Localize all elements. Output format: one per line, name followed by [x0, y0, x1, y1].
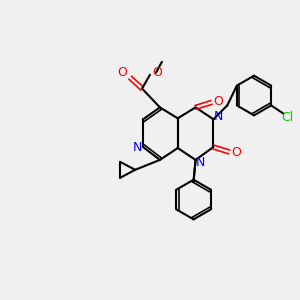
Text: N: N — [132, 140, 142, 154]
Text: O: O — [213, 95, 223, 108]
Text: N: N — [214, 110, 223, 123]
Text: Cl: Cl — [281, 111, 293, 124]
Text: O: O — [231, 146, 241, 160]
Text: O: O — [117, 66, 127, 79]
Text: O: O — [152, 66, 162, 79]
Text: N: N — [196, 156, 205, 170]
